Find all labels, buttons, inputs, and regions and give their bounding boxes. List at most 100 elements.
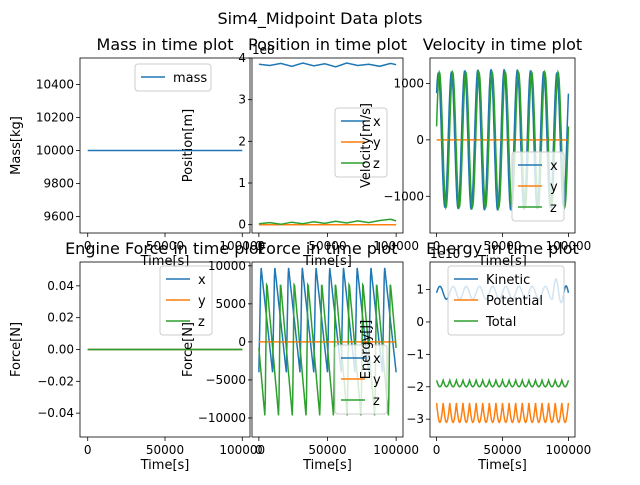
legend-box <box>447 265 565 336</box>
legend: xyz <box>334 344 388 415</box>
x-tick-label: 50000 <box>146 239 184 253</box>
legend-label: y <box>373 136 381 151</box>
x-axis-label: Time[s] <box>140 458 190 473</box>
x-tick-label: 50000 <box>308 443 346 457</box>
x-tick-label: 100000 <box>373 443 419 457</box>
x-tick-label: 0 <box>84 239 92 253</box>
y-tick-label: 10400 <box>36 77 74 91</box>
x-tick-label: 50000 <box>146 443 184 457</box>
legend-label: x <box>550 159 558 174</box>
legend-label: z <box>373 157 380 172</box>
y-tick-label: −2 <box>406 380 424 394</box>
y-axis-label: Force[N] <box>9 322 24 377</box>
legend-label: x <box>373 352 381 367</box>
y-tick-label: 2 <box>238 134 246 148</box>
x-tick-label: 0 <box>255 443 263 457</box>
x-tick-label: 0 <box>84 443 92 457</box>
x-tick-label: 50000 <box>308 239 346 253</box>
y-tick-label: 10000 <box>208 259 246 273</box>
x-tick-label: 100000 <box>219 443 265 457</box>
legend: Kinetic Potential Total <box>447 265 565 336</box>
x-tick-label: 50000 <box>483 443 521 457</box>
legend: mass <box>134 63 212 92</box>
y-tick-label: 0.00 <box>47 343 74 357</box>
subplot-title: Engine Force in time plot <box>65 239 265 258</box>
x-tick-label: 0 <box>255 239 263 253</box>
y-tick-label: −1 <box>406 347 424 361</box>
legend-label: y <box>373 373 381 388</box>
subplot-title: Force in time plot <box>258 239 398 258</box>
x-tick-label: 100000 <box>219 239 265 253</box>
legend-label: y <box>550 180 558 195</box>
y-tick-label: −0.02 <box>37 374 74 388</box>
y-axis-label: Energy[J] <box>359 320 374 380</box>
y-tick-label: 9600 <box>43 209 74 223</box>
series-line-x <box>258 267 397 373</box>
legend: xyz <box>159 265 213 336</box>
legend-label: x <box>198 273 206 288</box>
legend-label: z <box>373 394 380 409</box>
subplot-title: Position in time plot <box>248 35 407 54</box>
y-tick-label: 0.02 <box>47 311 74 325</box>
x-axis-label: Time[s] <box>302 458 352 473</box>
x-axis-label: Time[s] <box>140 254 190 269</box>
legend-label: Potential <box>486 294 543 309</box>
y-tick-label: 1000 <box>393 76 424 90</box>
legend-label: z <box>550 201 557 216</box>
legend-label: mass <box>173 71 207 86</box>
y-tick-label: 0.04 <box>47 279 74 293</box>
series-line-x <box>258 62 397 68</box>
x-tick-label: 100000 <box>546 239 592 253</box>
y-tick-label: 5000 <box>215 297 246 311</box>
y-tick-label: −1000 <box>383 189 424 203</box>
y-axis-label: Force[N] <box>181 322 196 377</box>
x-tick-label: 50000 <box>483 239 521 253</box>
y-axis-label: Velocity[m/s] <box>359 103 374 188</box>
legend-label: x <box>373 115 381 130</box>
y-tick-label: 10000 <box>36 143 74 157</box>
y-tick-label: 10200 <box>36 110 74 124</box>
axis-offset-label: 1e8 <box>252 43 275 57</box>
x-tick-label: 100000 <box>373 239 419 253</box>
series-line-z <box>435 69 570 211</box>
y-tick-label: 0 <box>416 133 424 147</box>
x-axis-label: Time[s] <box>477 254 527 269</box>
x-tick-label: 0 <box>433 443 441 457</box>
subplot-title: Velocity in time plot <box>423 35 582 54</box>
x-tick-label: 100000 <box>546 443 592 457</box>
legend: xyz <box>334 107 388 178</box>
legend: xyz <box>511 151 565 222</box>
y-tick-label: −5000 <box>205 373 246 387</box>
legend-label: Kinetic <box>486 273 530 288</box>
subplot-title: Mass in time plot <box>97 35 234 54</box>
series-line-z <box>258 218 397 226</box>
series-line-Total <box>435 377 570 388</box>
series-line-Potential <box>435 402 570 424</box>
legend-label: y <box>198 294 206 309</box>
legend-label: z <box>198 315 205 330</box>
y-tick-label: 0 <box>416 315 424 329</box>
axis-offset-label: 1e10 <box>430 247 460 261</box>
y-tick-label: 4 <box>238 51 246 65</box>
legend-box <box>134 63 212 92</box>
subplot-5: 0 50000 100000 −10000 −5000 0 5000 10000 Force i… <box>181 239 419 473</box>
y-axis-label: Mass[kg] <box>9 116 24 175</box>
x-tick-label: 0 <box>433 239 441 253</box>
y-tick-label: 3 <box>238 93 246 107</box>
subplot-title: Energy in time plot <box>426 239 579 258</box>
figure-title: Sim4_Midpoint Data plots <box>218 9 423 29</box>
subplot-4: 0 50000 100000−0.04−0.020.000.020.04Engine… <box>9 239 265 473</box>
x-axis-label: Time[s] <box>302 254 352 269</box>
subplot-3: 0 50000 100000 −1000 0 1000 Velocity in time p… <box>359 35 591 269</box>
subplot-1: 0 50000 100000 9600 9800 10000 10200 10400 Mass … <box>9 35 265 269</box>
y-tick-label: 0 <box>238 218 246 232</box>
y-tick-label: 0 <box>238 335 246 349</box>
y-tick-label: 9800 <box>43 176 74 190</box>
y-tick-label: −0.04 <box>37 406 74 420</box>
y-axis-label: Position[m] <box>181 109 196 182</box>
y-tick-label: 1 <box>238 176 246 190</box>
y-tick-label: −3 <box>406 412 424 426</box>
